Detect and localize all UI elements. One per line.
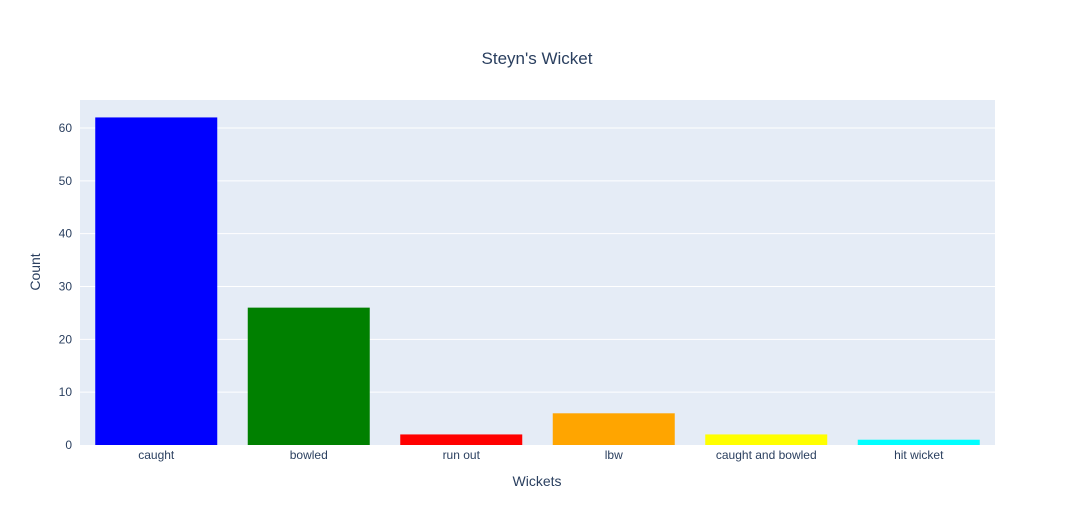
y-tick-label: 60 bbox=[59, 121, 73, 135]
y-tick-label: 50 bbox=[59, 174, 73, 188]
grid-lines bbox=[80, 127, 995, 393]
y-axis-label: Count bbox=[27, 253, 43, 290]
x-tick-label: caught bbox=[138, 448, 175, 462]
x-tick-label: hit wicket bbox=[894, 448, 944, 462]
x-axis-ticks: caught bowled run out lbw caught and bowled h… bbox=[138, 448, 944, 462]
plot-area bbox=[80, 100, 995, 445]
y-tick-label: 0 bbox=[65, 438, 72, 452]
bar-bowled[interactable] bbox=[247, 307, 370, 445]
bar-run-out[interactable] bbox=[400, 434, 523, 445]
y-tick-label: 10 bbox=[59, 385, 73, 399]
chart-title: Steyn's Wicket bbox=[482, 49, 593, 68]
bar-lbw[interactable] bbox=[552, 413, 675, 445]
y-axis-ticks: 0 10 20 30 40 50 60 bbox=[59, 121, 73, 452]
y-tick-label: 40 bbox=[59, 227, 73, 241]
x-tick-label: bowled bbox=[290, 448, 328, 462]
y-tick-label: 20 bbox=[59, 332, 73, 346]
y-tick-label: 30 bbox=[59, 280, 73, 294]
bar-hit-wicket[interactable] bbox=[857, 439, 980, 445]
bar-caught-and-bowled[interactable] bbox=[705, 434, 828, 445]
bars bbox=[95, 117, 980, 446]
x-tick-label: lbw bbox=[605, 448, 623, 462]
x-tick-label: caught and bowled bbox=[716, 448, 817, 462]
x-tick-label: run out bbox=[443, 448, 481, 462]
x-axis-label: Wickets bbox=[513, 473, 562, 489]
bar-caught[interactable] bbox=[95, 117, 218, 446]
